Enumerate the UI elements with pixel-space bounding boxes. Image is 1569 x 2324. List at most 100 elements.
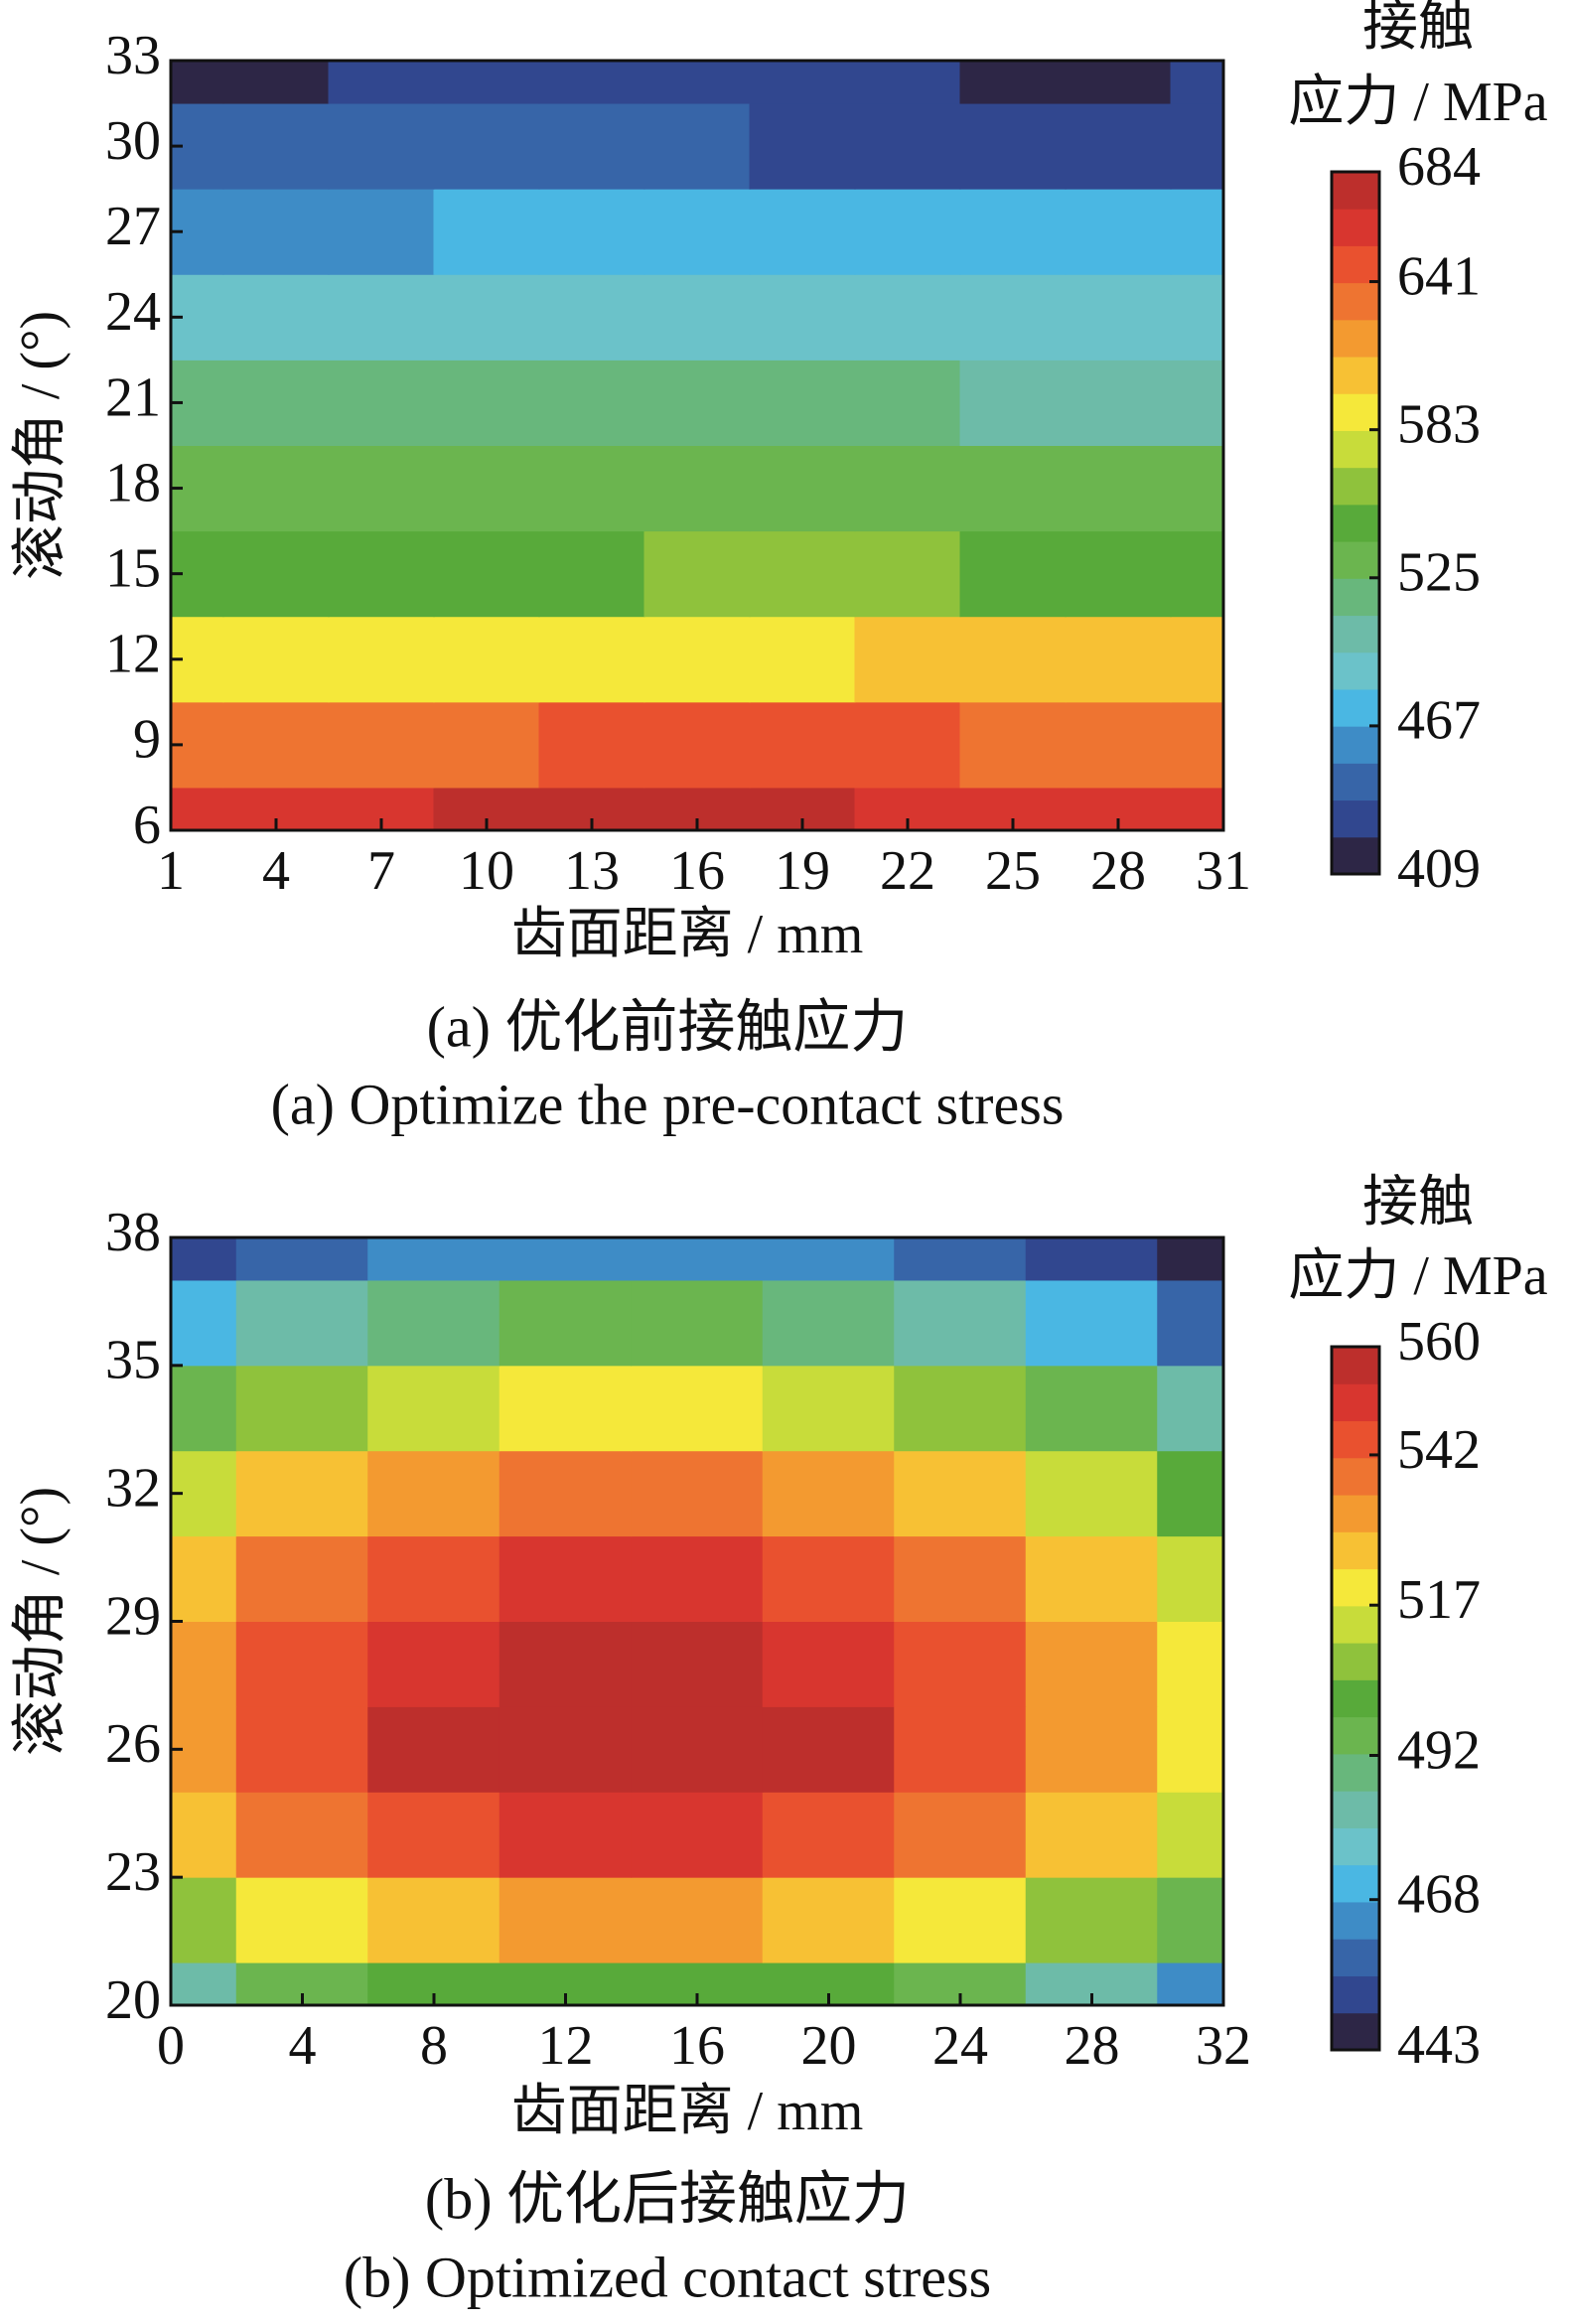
contour-cell: [171, 1961, 237, 2005]
x-tick-label: 28: [1065, 2015, 1120, 2077]
contour-cell: [749, 102, 856, 190]
contour-cell: [1025, 1279, 1159, 1367]
contour-cell: [222, 61, 330, 104]
contour-cell: [1025, 1450, 1159, 1537]
colorbar-swatch: [1332, 467, 1379, 506]
contour-cell: [894, 1450, 1027, 1537]
y-tick-label: 35: [105, 1330, 161, 1391]
caption-en: (a) Optimize the pre-contact stress: [271, 1072, 1065, 1136]
contour-cell: [631, 1279, 764, 1367]
contour-cell: [631, 1450, 764, 1537]
x-tick-label: 8: [420, 2015, 448, 2077]
contour-cell: [631, 1705, 764, 1793]
y-tick-label: 27: [105, 196, 161, 257]
contour-cell: [222, 616, 330, 703]
contour-cell: [894, 1791, 1027, 1878]
contour-cell: [1157, 1535, 1223, 1622]
colorbar-swatch: [1332, 282, 1379, 321]
contour-cell: [749, 530, 856, 618]
contour-cell: [235, 1621, 369, 1707]
contour-cell: [499, 1365, 633, 1452]
contour-cell: [328, 359, 435, 446]
colorbar-tick-label: 542: [1397, 1419, 1481, 1481]
contour-cell: [367, 1450, 500, 1537]
colorbar-swatch: [1332, 392, 1379, 431]
contour-cell: [643, 701, 751, 789]
contour-cell: [538, 273, 645, 361]
y-tick-label: 12: [105, 624, 161, 685]
contour-cell: [499, 1535, 633, 1622]
contour-cell: [1025, 1535, 1159, 1622]
contour-cell: [433, 359, 540, 446]
contour-cell: [538, 530, 645, 618]
contour-cell: [1025, 1705, 1159, 1793]
contour-cell: [499, 1791, 633, 1878]
x-tick-label: 4: [289, 2015, 317, 2077]
contour-cell: [171, 1535, 237, 1622]
contour-cell: [1065, 188, 1172, 275]
contour-cell: [854, 616, 961, 703]
contour-cell: [749, 445, 856, 532]
contour-cell: [894, 1621, 1027, 1707]
contour-cell: [1170, 445, 1223, 532]
colorbar-tick-label: 684: [1397, 136, 1481, 198]
colorbar-title: 接触: [1362, 1172, 1474, 1234]
contour-cell: [1157, 1791, 1223, 1878]
contour-cell: [854, 273, 961, 361]
caption-zh: (b) 优化后接触应力: [425, 2166, 910, 2231]
colorbar-swatch: [1332, 244, 1379, 284]
colorbar-swatch: [1332, 1678, 1379, 1718]
contour-cell: [433, 61, 540, 104]
contour-cell: [894, 1237, 1027, 1281]
contour-cell: [854, 102, 961, 190]
colorbar-title: 应力 / MPa: [1288, 1245, 1547, 1307]
contour-cell: [367, 1279, 500, 1367]
contour-cell: [328, 188, 435, 275]
contour-cell: [367, 1237, 500, 1281]
contour-cell: [499, 1876, 633, 1963]
colorbar-swatch: [1332, 1568, 1379, 1607]
contour-cell: [1157, 1705, 1223, 1793]
contour-cell: [1025, 1237, 1159, 1281]
contour-cell: [749, 359, 856, 446]
contour-cell: [643, 530, 751, 618]
contour-cell: [631, 1237, 764, 1281]
contour-cell: [631, 1365, 764, 1452]
contour-cell: [222, 188, 330, 275]
contour-cell: [1157, 1365, 1223, 1452]
x-tick-label: 25: [985, 840, 1041, 902]
contour-cell: [762, 1365, 896, 1452]
colorbar-swatch: [1332, 1974, 1379, 2014]
contour-cell: [499, 1705, 633, 1793]
contour-cell: [854, 530, 961, 618]
colorbar-swatch: [1332, 615, 1379, 654]
contour-cell: [499, 1450, 633, 1537]
y-axis-title: 滚动角 / (°): [10, 1487, 71, 1756]
contour-cell: [894, 1365, 1027, 1452]
colorbar-swatch: [1332, 356, 1379, 394]
colorbar-swatch: [1332, 1382, 1379, 1422]
contour-cell: [538, 188, 645, 275]
contour-cell: [749, 701, 856, 789]
contour-cell: [1065, 359, 1172, 446]
contour-cell: [171, 1279, 237, 1367]
y-tick-label: 20: [105, 1969, 161, 2031]
colorbar-swatch: [1332, 1530, 1379, 1570]
contour-field: [171, 61, 1223, 830]
colorbar-swatch: [1332, 208, 1379, 246]
contour-cell: [235, 1876, 369, 1963]
contour-cell: [171, 1791, 237, 1878]
x-tick-label: 12: [538, 2015, 594, 2077]
colorbar-swatch: [1332, 1864, 1379, 1903]
contour-cell: [235, 1535, 369, 1622]
colorbar-swatch: [1332, 1901, 1379, 1940]
y-axis-title: 滚动角 / (°): [10, 311, 71, 580]
colorbar-swatch: [1332, 1826, 1379, 1866]
contour-cell: [854, 61, 961, 104]
colorbar-swatch: [1332, 577, 1379, 617]
contour-cell: [235, 1279, 369, 1367]
contour-cell: [222, 273, 330, 361]
colorbar-tick-label: 468: [1397, 1864, 1481, 1926]
x-tick-label: 19: [775, 840, 830, 902]
colorbar-swatch: [1332, 1494, 1379, 1532]
